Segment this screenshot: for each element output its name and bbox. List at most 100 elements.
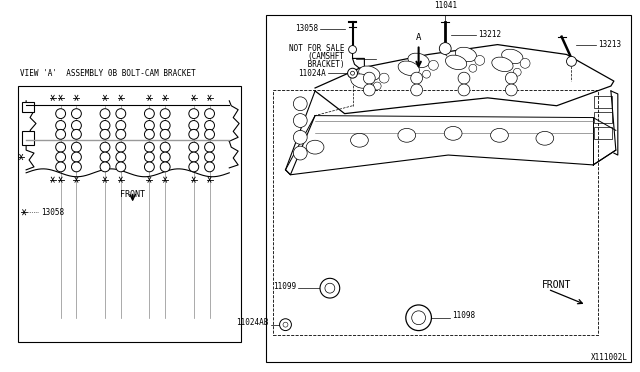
Circle shape: [469, 64, 477, 72]
Circle shape: [373, 82, 381, 90]
Circle shape: [56, 109, 65, 119]
Circle shape: [280, 319, 291, 331]
Ellipse shape: [455, 47, 477, 62]
Circle shape: [100, 121, 110, 131]
Circle shape: [325, 283, 335, 293]
Bar: [18, 86, 241, 342]
Bar: [594, 96, 612, 108]
Circle shape: [160, 162, 170, 172]
Circle shape: [56, 121, 65, 131]
Circle shape: [411, 84, 422, 96]
Circle shape: [160, 121, 170, 131]
Circle shape: [348, 68, 358, 78]
Circle shape: [293, 131, 307, 144]
Text: 11041: 11041: [434, 1, 457, 10]
Ellipse shape: [398, 128, 415, 142]
Circle shape: [428, 60, 438, 70]
Ellipse shape: [536, 131, 554, 145]
Text: A: A: [416, 33, 421, 42]
Circle shape: [293, 97, 307, 110]
Ellipse shape: [408, 53, 429, 68]
Text: VIEW 'A'  ASSEMBLY 0B BOLT-CAM BRACKET: VIEW 'A' ASSEMBLY 0B BOLT-CAM BRACKET: [20, 69, 196, 78]
Ellipse shape: [358, 66, 380, 80]
Bar: [594, 128, 612, 139]
Circle shape: [349, 46, 356, 54]
Circle shape: [439, 43, 451, 54]
Circle shape: [406, 305, 431, 331]
Circle shape: [205, 152, 214, 162]
Circle shape: [145, 152, 154, 162]
Circle shape: [145, 142, 154, 152]
Circle shape: [412, 311, 426, 325]
Text: 11024A: 11024A: [298, 69, 326, 78]
Ellipse shape: [445, 55, 467, 70]
Circle shape: [205, 109, 214, 119]
Circle shape: [116, 152, 125, 162]
Circle shape: [379, 73, 389, 83]
Ellipse shape: [491, 128, 508, 142]
Text: (CAMSHFT: (CAMSHFT: [308, 52, 345, 61]
Circle shape: [189, 121, 198, 131]
Circle shape: [116, 142, 125, 152]
Circle shape: [116, 109, 125, 119]
Circle shape: [364, 84, 375, 96]
Circle shape: [205, 129, 214, 139]
Circle shape: [458, 84, 470, 96]
Circle shape: [189, 152, 198, 162]
Circle shape: [72, 142, 81, 152]
Text: 11098: 11098: [452, 311, 476, 320]
Circle shape: [320, 278, 340, 298]
Ellipse shape: [306, 140, 324, 154]
Circle shape: [283, 322, 288, 327]
Circle shape: [189, 109, 198, 119]
Circle shape: [116, 129, 125, 139]
Text: NOT FOR SALE: NOT FOR SALE: [289, 44, 345, 53]
Circle shape: [513, 68, 521, 76]
Circle shape: [100, 162, 110, 172]
Circle shape: [100, 129, 110, 139]
Circle shape: [160, 129, 170, 139]
Text: 13058: 13058: [295, 24, 318, 33]
Circle shape: [364, 72, 375, 84]
Bar: [266, 15, 630, 362]
Circle shape: [56, 142, 65, 152]
Circle shape: [160, 109, 170, 119]
Circle shape: [506, 84, 517, 96]
Circle shape: [145, 129, 154, 139]
Circle shape: [458, 72, 470, 84]
Circle shape: [100, 109, 110, 119]
Ellipse shape: [444, 126, 462, 140]
Circle shape: [116, 121, 125, 131]
Circle shape: [189, 162, 198, 172]
Circle shape: [475, 55, 484, 65]
Bar: [273, 90, 598, 334]
Circle shape: [351, 71, 355, 75]
Circle shape: [56, 152, 65, 162]
Circle shape: [100, 152, 110, 162]
Circle shape: [189, 142, 198, 152]
Circle shape: [56, 129, 65, 139]
Ellipse shape: [351, 74, 372, 88]
Bar: [594, 112, 612, 124]
Ellipse shape: [351, 133, 369, 147]
Circle shape: [506, 72, 517, 84]
Circle shape: [205, 121, 214, 131]
Circle shape: [72, 152, 81, 162]
Circle shape: [205, 142, 214, 152]
Text: 11099: 11099: [273, 282, 296, 291]
Text: 13058: 13058: [41, 208, 64, 217]
Circle shape: [145, 162, 154, 172]
Circle shape: [116, 162, 125, 172]
Circle shape: [422, 70, 431, 78]
Text: 11024AB: 11024AB: [236, 318, 269, 327]
Circle shape: [205, 162, 214, 172]
Circle shape: [566, 57, 577, 66]
Text: BRACKET): BRACKET): [303, 60, 345, 69]
Circle shape: [160, 142, 170, 152]
Circle shape: [411, 72, 422, 84]
Circle shape: [520, 58, 530, 68]
Text: X111002L: X111002L: [591, 353, 628, 362]
Circle shape: [100, 142, 110, 152]
Circle shape: [72, 129, 81, 139]
Circle shape: [145, 121, 154, 131]
